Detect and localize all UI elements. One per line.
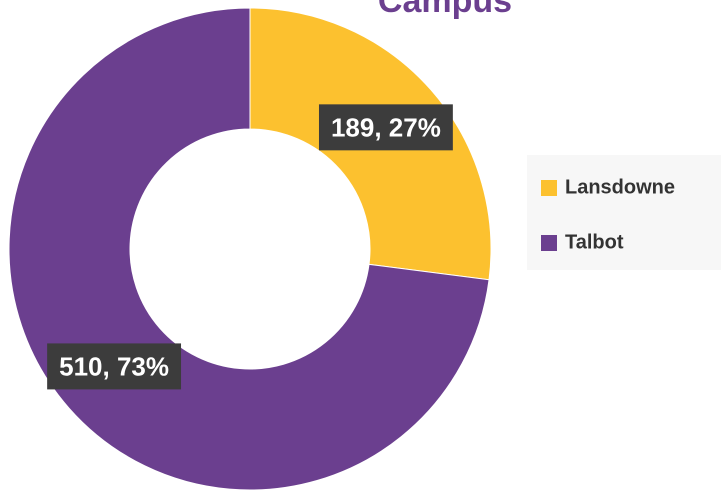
- data-label-box: [318, 104, 453, 151]
- data-label-box: [47, 343, 182, 390]
- data-label-text: 189, 27%: [331, 112, 441, 142]
- legend-swatch: [541, 180, 557, 196]
- data-label: 189, 27%: [318, 104, 453, 151]
- legend-swatch: [541, 235, 557, 251]
- chart-title: Campus: [378, 0, 512, 20]
- legend-background: [527, 155, 721, 270]
- data-label-text: 510, 73%: [59, 351, 169, 381]
- legend-label: Talbot: [565, 231, 624, 253]
- legend-label: Lansdowne: [565, 176, 675, 198]
- data-label: 510, 73%: [47, 343, 182, 390]
